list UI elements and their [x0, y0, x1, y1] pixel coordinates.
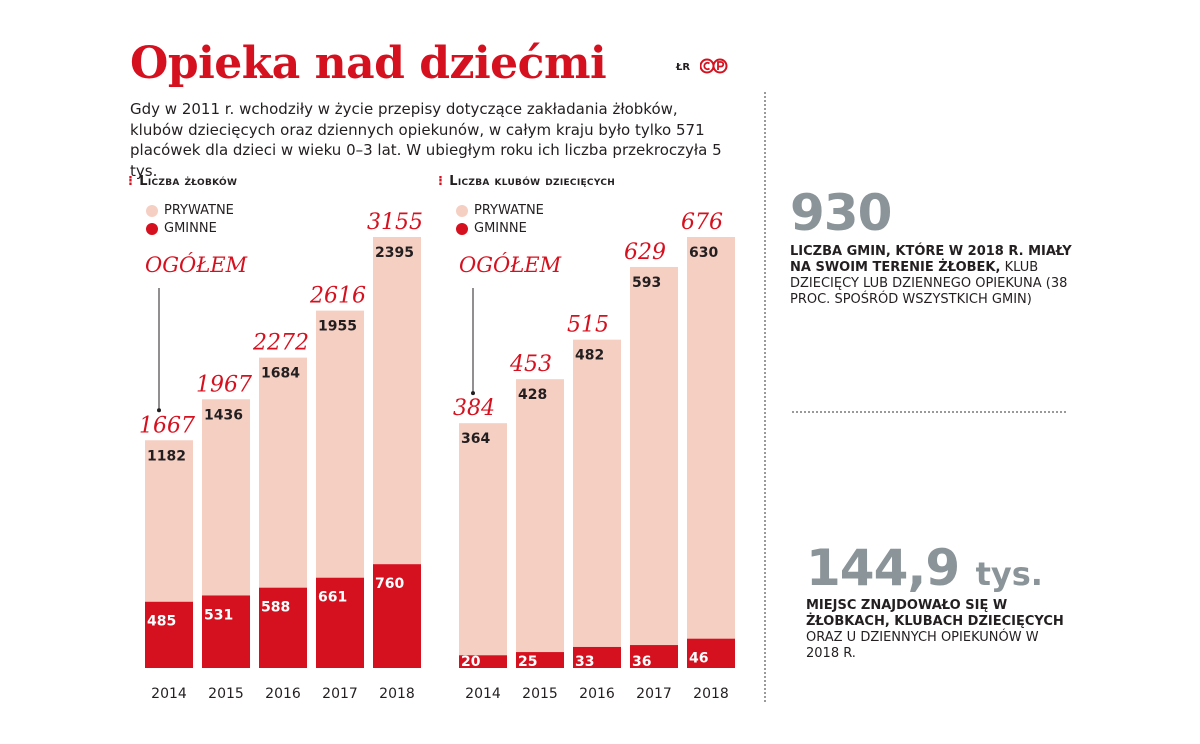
- bar-municipal-zlobki-2017: [316, 577, 364, 668]
- bar-municipal-kluby-2017: [630, 645, 678, 668]
- leader-dot: [157, 408, 161, 413]
- total-label: 2272: [252, 331, 309, 356]
- value-label-municipal: 33: [575, 654, 594, 670]
- bar-private-kluby-2016: [573, 339, 621, 647]
- value-label-municipal: 531: [204, 607, 233, 623]
- value-label-municipal: 661: [318, 590, 347, 606]
- total-label: 3155: [367, 210, 423, 235]
- stat-number-miejsca: 144,9 tys.: [806, 539, 1043, 597]
- stat-description-gminy: LICZBA GMIN, KTÓRE W 2018 R. MIAŁY NA SW…: [790, 244, 1072, 307]
- bar-private-kluby-2015: [516, 379, 564, 653]
- bar-private-zlobki-2016: [259, 357, 307, 588]
- bar-municipal-kluby-2016: [573, 646, 621, 668]
- bar-private-kluby-2014: [459, 423, 507, 656]
- value-label-private: 482: [575, 348, 604, 364]
- value-label-private: 2395: [375, 245, 414, 261]
- value-label-municipal: 760: [375, 576, 404, 592]
- total-caption: OGÓŁEM: [459, 252, 562, 277]
- legend-item-private: PRYWATNE: [146, 203, 234, 218]
- legend-swatch-municipal: [456, 222, 468, 235]
- x-tick-label: 2014: [465, 686, 501, 702]
- x-tick-label: 2016: [579, 686, 615, 702]
- legend-item-municipal: GMINNE: [456, 221, 527, 236]
- leader-dot: [471, 391, 475, 396]
- x-tick-label: 2018: [693, 686, 729, 702]
- total-label: 629: [624, 240, 666, 265]
- intro-text: Gdy w 2011 r. wchodziły w życie przepisy…: [130, 100, 722, 180]
- chart-title-zlobki: ⁝ Liczba żłobków: [128, 174, 238, 189]
- x-tick-label: 2017: [322, 686, 358, 702]
- value-label-private: 428: [518, 387, 547, 403]
- publisher-logo-icon: [700, 58, 728, 74]
- value-label-private: 1955: [318, 319, 357, 335]
- legend-item-municipal: GMINNE: [146, 221, 217, 236]
- author-credit: ŁR: [676, 62, 691, 73]
- total-label: 1667: [139, 413, 195, 438]
- total-label: 453: [509, 352, 552, 377]
- bar-private-kluby-2018: [687, 237, 735, 639]
- value-label-municipal: 36: [632, 654, 651, 670]
- stacked-bar-charts: 1182 485 1667 2014 1436 531 1967 2015 1684 588 227…: [139, 210, 735, 702]
- page-title: Opieka nad dziećmi: [130, 38, 607, 89]
- stat-description-miejsca: MIEJSC ZNAJDOWAŁO SIĘ W ŻŁOBKACH, KLUBAC…: [806, 598, 1064, 661]
- x-tick-label: 2015: [208, 686, 244, 702]
- total-label: 1967: [196, 372, 252, 397]
- legend-swatch-municipal: [146, 222, 158, 235]
- legend-swatch-private: [456, 204, 468, 217]
- bullet-dots-icon: ⁝: [128, 174, 134, 189]
- value-label-municipal: 46: [689, 651, 708, 667]
- legend-swatch-private: [146, 204, 158, 217]
- value-label-private: 1182: [147, 448, 186, 464]
- legend-item-private: PRYWATNE: [456, 203, 544, 218]
- total-caption: OGÓŁEM: [145, 252, 248, 277]
- value-label-private: 1684: [261, 366, 300, 382]
- x-tick-label: 2016: [265, 686, 301, 702]
- vertical-divider: [764, 92, 766, 702]
- bar-private-kluby-2017: [630, 266, 678, 646]
- bar-municipal-kluby-2014: [459, 655, 507, 668]
- value-label-municipal: 25: [518, 654, 537, 670]
- x-tick-label: 2015: [522, 686, 558, 702]
- bar-private-zlobki-2017: [316, 310, 364, 578]
- total-label: 676: [681, 210, 723, 235]
- total-label: 2616: [309, 284, 366, 309]
- value-label-municipal: 588: [261, 600, 290, 616]
- bar-municipal-kluby-2018: [687, 638, 735, 668]
- horizontal-divider: [792, 411, 1066, 413]
- value-label-private: 593: [632, 275, 661, 291]
- bar-municipal-zlobki-2015: [202, 595, 250, 668]
- value-label-private: 1436: [204, 407, 243, 423]
- bar-municipal-zlobki-2018: [373, 564, 421, 668]
- value-label-private: 630: [689, 245, 718, 261]
- bar-municipal-zlobki-2016: [259, 587, 307, 668]
- bar-municipal-kluby-2015: [516, 652, 564, 668]
- bar-private-zlobki-2014: [145, 440, 193, 602]
- bar-private-zlobki-2018: [373, 237, 421, 565]
- bar-municipal-zlobki-2014: [145, 601, 193, 668]
- bar-private-zlobki-2015: [202, 399, 250, 596]
- total-label: 515: [567, 313, 609, 338]
- stat-number-gminy: 930: [790, 184, 892, 242]
- value-label-municipal: 485: [147, 614, 176, 630]
- value-label-private: 364: [461, 431, 490, 447]
- x-tick-label: 2017: [636, 686, 672, 702]
- x-tick-label: 2018: [379, 686, 415, 702]
- chart-title-kluby: ⁝ Liczba klubów dziecięcych: [438, 174, 616, 189]
- x-tick-label: 2014: [151, 686, 187, 702]
- value-label-municipal: 20: [461, 654, 481, 670]
- total-label: 384: [453, 396, 495, 421]
- bullet-dots-icon: ⁝: [438, 174, 444, 189]
